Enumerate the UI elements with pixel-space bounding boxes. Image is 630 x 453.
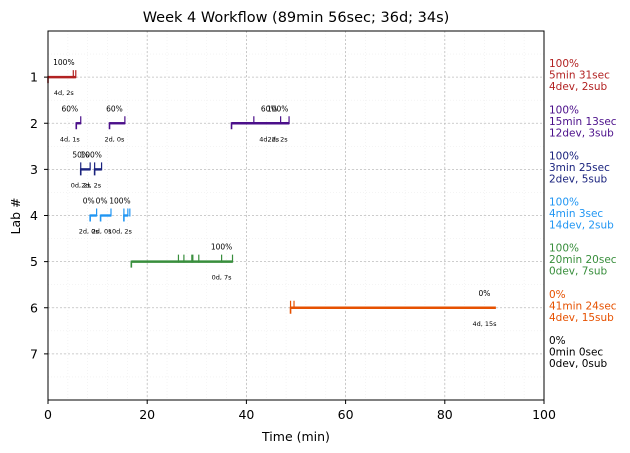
segment-count-label: 2d, 2s — [268, 135, 289, 143]
plot-area: 100% 4d, 2s 60% 4d, 1s 60% 2d, 0s 60% 4d, 2s 100… — [47, 58, 497, 328]
y-tick-label: 2 — [30, 116, 38, 131]
segment-percent-label: 60% — [61, 104, 78, 113]
segment-percent-label: 60% — [106, 104, 123, 113]
segment-percent-label: 100% — [80, 150, 101, 159]
lane-summary-line: 3min 25sec — [549, 162, 610, 174]
x-tick-label: 60 — [338, 407, 354, 422]
plot-frame — [47, 30, 545, 401]
segment-percent-label: 100% — [53, 58, 74, 67]
lane-summary-line: 0dev, 7sub — [549, 266, 608, 278]
lane-summary-line: 14dev, 2sub — [549, 220, 614, 232]
segment-percent-label: 50% — [72, 150, 89, 159]
segment-percent-label: 0% — [479, 289, 491, 298]
segment-count-label: 2d, 2s — [81, 181, 102, 189]
lane-summary-line: 100% — [549, 197, 579, 209]
segment-count-label: 4d, 2s — [259, 135, 280, 143]
grid — [47, 31, 545, 400]
segment-count-label: 4d, 1s — [60, 135, 81, 143]
lane-summary-line: 12dev, 3sub — [549, 127, 614, 139]
lane-summary-line: 4dev, 15sub — [549, 312, 614, 324]
lane-summary-line: 0% — [549, 289, 566, 301]
lane-summary-line: 100% — [549, 58, 579, 70]
x-tick-label: 80 — [437, 407, 453, 422]
segment-percent-label: 0% — [83, 197, 95, 206]
chart-title: Week 4 Workflow (89min 56sec; 36d; 34s) — [143, 10, 450, 26]
y-tick-label: 3 — [30, 162, 38, 177]
segment-count-label: 0d, 2s — [71, 181, 92, 189]
lane-summary-line: 0% — [549, 335, 566, 347]
lane-summary-line: 20min 20sec — [549, 254, 617, 266]
segment-percent-label: 100% — [109, 197, 130, 206]
segment-count-label: 10d, 2s — [108, 228, 133, 236]
segment-count-label: 2d, 0s — [92, 228, 113, 236]
segment-percent-label: 60% — [261, 104, 278, 113]
lane-summary-line: 100% — [549, 243, 579, 255]
segment-count-label: 0d, 7s — [212, 274, 233, 282]
segment-count-label: 2d, 0s — [105, 135, 126, 143]
lane-summary-line: 15min 13sec — [549, 116, 617, 128]
y-tick-label: 4 — [30, 208, 38, 223]
lane-summary-line: 100% — [549, 150, 579, 162]
segment-percent-label: 0% — [96, 197, 108, 206]
x-tick-label: 100 — [532, 407, 556, 422]
x-axis-label: Time (min) — [261, 429, 330, 444]
y-axis-label: Lab # — [8, 197, 23, 234]
lane-summary-line: 4min 3sec — [549, 208, 603, 220]
lane-summary-line: 100% — [549, 104, 579, 116]
x-tick-label: 40 — [238, 407, 254, 422]
y-tick-label: 6 — [30, 300, 38, 315]
x-tick-label: 20 — [139, 407, 155, 422]
lane-summary-line: 2dev, 5sub — [549, 173, 608, 185]
segment-count-label: 4d, 2s — [54, 89, 75, 97]
segment-percent-label: 100% — [267, 104, 288, 113]
lane-summary-line: 41min 24sec — [549, 300, 617, 312]
x-tick-label: 0 — [44, 407, 52, 422]
segment-count-label: 4d, 15s — [472, 320, 497, 328]
y-tick-label: 7 — [30, 346, 38, 361]
lane-summary-line: 5min 31sec — [549, 70, 610, 82]
lane-summary-line: 4dev, 2sub — [549, 81, 608, 93]
lane-summary-line: 0min 0sec — [549, 346, 603, 358]
segment-count-label: 2d, 0s — [79, 228, 100, 236]
axis-ticks: 0 20 40 60 80 100 1 2 3 4 5 6 7 — [30, 70, 556, 422]
y-tick-label: 1 — [30, 70, 38, 85]
y-tick-label: 5 — [30, 254, 38, 269]
lane-summary-line: 0dev, 0sub — [549, 358, 608, 370]
segment-percent-label: 100% — [211, 243, 232, 252]
